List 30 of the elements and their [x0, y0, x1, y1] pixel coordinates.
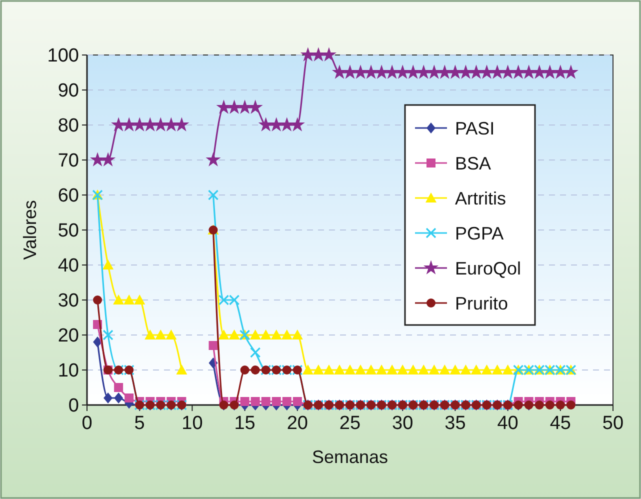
x-tick-label: 0	[82, 413, 92, 434]
y-tick-label: 40	[58, 256, 79, 277]
x-tick-label: 35	[444, 413, 466, 434]
x-tick-label: 45	[550, 413, 571, 434]
x-tick-label: 40	[497, 413, 518, 434]
x-tick-label: 10	[182, 413, 203, 434]
legend-label: PASI	[455, 118, 495, 138]
y-axis-title: Valores	[20, 200, 40, 260]
x-tick-label: 30	[392, 413, 414, 434]
y-tick-label: 70	[58, 150, 79, 172]
x-axis-title: Semanas	[312, 447, 388, 467]
x-tick-label: 20	[286, 413, 308, 434]
x-tick-label: 25	[339, 413, 361, 434]
legend-label: BSA	[455, 153, 492, 174]
legend-label: Prurito	[455, 293, 508, 314]
legend-label: Artritis	[455, 188, 506, 208]
y-tick-label: 100	[47, 46, 79, 67]
y-tick-label: 10	[58, 360, 79, 382]
y-tick-label: 30	[58, 290, 79, 312]
y-tick-label: 0	[68, 396, 79, 417]
y-tick-label: 20	[58, 326, 79, 347]
x-tick-label: 5	[134, 413, 145, 434]
x-tick-label: 15	[234, 413, 256, 434]
y-tick-label: 80	[58, 116, 79, 137]
y-tick-label: 60	[58, 186, 79, 207]
x-tick-label: 50	[602, 413, 624, 434]
legend-label: EuroQol	[455, 258, 522, 278]
y-tick-label: 50	[58, 220, 79, 242]
legend-label: PGPA	[455, 223, 504, 244]
y-tick-label: 90	[58, 80, 79, 102]
